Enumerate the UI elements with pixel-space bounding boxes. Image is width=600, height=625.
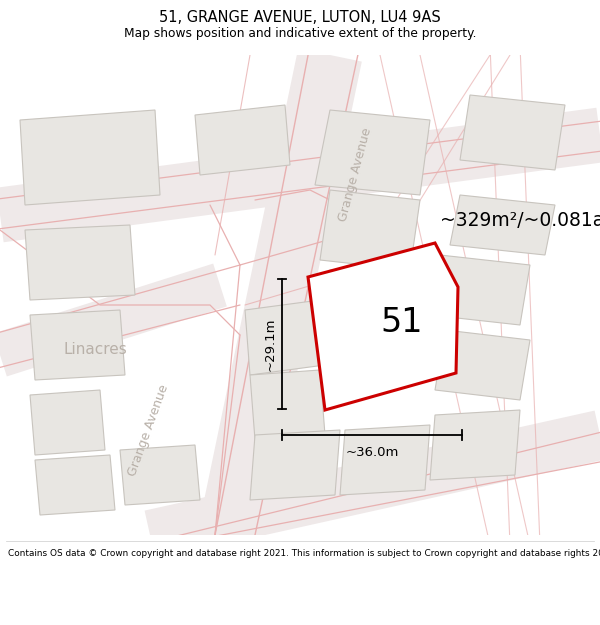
Polygon shape — [430, 255, 530, 325]
Polygon shape — [340, 425, 430, 495]
Text: ~36.0m: ~36.0m — [346, 446, 398, 459]
Polygon shape — [35, 455, 115, 515]
Text: ~329m²/~0.081ac.: ~329m²/~0.081ac. — [440, 211, 600, 230]
Polygon shape — [320, 270, 415, 340]
Text: Contains OS data © Crown copyright and database right 2021. This information is : Contains OS data © Crown copyright and d… — [8, 549, 600, 558]
Text: Grange Avenue: Grange Avenue — [125, 382, 170, 478]
Polygon shape — [308, 243, 458, 410]
Polygon shape — [320, 190, 420, 270]
Polygon shape — [0, 107, 600, 242]
Polygon shape — [0, 264, 227, 376]
Text: ~29.1m: ~29.1m — [263, 318, 277, 371]
Polygon shape — [430, 410, 520, 480]
Polygon shape — [30, 310, 125, 380]
Text: 51, GRANGE AVENUE, LUTON, LU4 9AS: 51, GRANGE AVENUE, LUTON, LU4 9AS — [159, 10, 441, 25]
Polygon shape — [250, 370, 325, 440]
Polygon shape — [25, 225, 135, 300]
Polygon shape — [198, 48, 362, 542]
Text: 51: 51 — [380, 306, 422, 339]
Text: Map shows position and indicative extent of the property.: Map shows position and indicative extent… — [124, 27, 476, 40]
Polygon shape — [315, 110, 430, 195]
Text: Linacres: Linacres — [63, 342, 127, 357]
Polygon shape — [450, 195, 555, 255]
Polygon shape — [145, 411, 600, 559]
Polygon shape — [20, 110, 160, 205]
Polygon shape — [245, 300, 325, 375]
Polygon shape — [435, 330, 530, 400]
Polygon shape — [250, 430, 340, 500]
Polygon shape — [120, 445, 200, 505]
Text: Grange Avenue: Grange Avenue — [336, 127, 374, 223]
Polygon shape — [460, 95, 565, 170]
Polygon shape — [30, 390, 105, 455]
Polygon shape — [195, 105, 290, 175]
